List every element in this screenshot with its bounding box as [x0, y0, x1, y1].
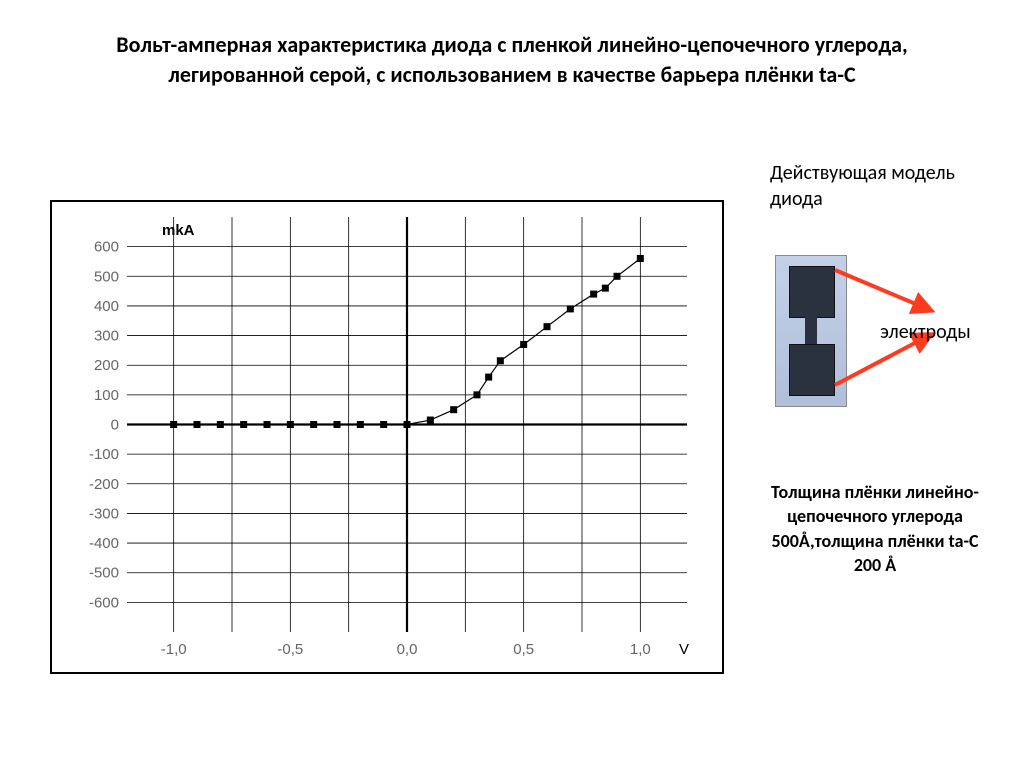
svg-text:-100: -100 — [89, 446, 119, 463]
diode-photo — [775, 255, 847, 407]
svg-text:200: 200 — [94, 357, 119, 374]
svg-text:0: 0 — [111, 417, 119, 434]
electrode-bridge — [805, 316, 817, 346]
thickness-label: Толщина плёнки линейно-цепочечного углер… — [760, 480, 990, 577]
svg-text:1,0: 1,0 — [630, 641, 651, 658]
svg-text:100: 100 — [94, 387, 119, 404]
svg-text:-400: -400 — [89, 535, 119, 552]
svg-text:600: 600 — [94, 239, 119, 256]
svg-text:-500: -500 — [89, 565, 119, 582]
iv-chart: -600 -500 -400 -300 -200 -100 0 100 200 300 400 500… — [50, 200, 724, 674]
svg-text:500: 500 — [94, 268, 119, 285]
electrode-label: электроды — [880, 320, 971, 344]
svg-text:mkA: mkA — [162, 222, 195, 239]
svg-text:-200: -200 — [89, 476, 119, 493]
svg-text:-600: -600 — [89, 594, 119, 611]
svg-text:0,5: 0,5 — [513, 641, 534, 658]
page-title: Вольт-амперная характеристика диода с пл… — [50, 30, 974, 89]
electrode-top — [789, 266, 835, 318]
svg-text:400: 400 — [94, 298, 119, 315]
svg-text:300: 300 — [94, 328, 119, 345]
svg-text:-0,5: -0,5 — [277, 641, 303, 658]
electrode-bottom — [789, 344, 835, 396]
svg-text:-1,0: -1,0 — [161, 641, 187, 658]
svg-text:-300: -300 — [89, 505, 119, 522]
svg-text:V: V — [679, 641, 689, 658]
model-label: Действующая модель диода — [770, 160, 960, 212]
svg-text:0,0: 0,0 — [397, 641, 418, 658]
